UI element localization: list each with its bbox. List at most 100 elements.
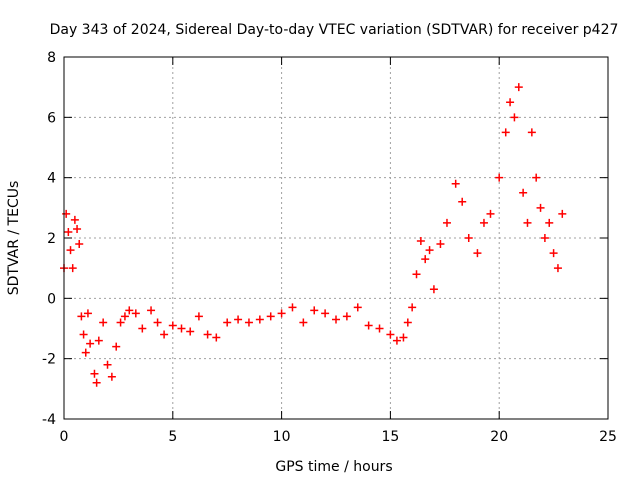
- data-point: [392, 336, 401, 345]
- data-point: [94, 336, 103, 345]
- grid-lines: [64, 57, 608, 419]
- data-point: [223, 318, 232, 327]
- data-point: [399, 333, 408, 342]
- data-point: [79, 330, 88, 339]
- data-point: [255, 315, 264, 324]
- data-point: [353, 303, 362, 312]
- x-tick-label: 5: [168, 429, 177, 445]
- data-point: [83, 309, 92, 318]
- y-tick-label: -2: [42, 352, 56, 368]
- data-point: [64, 227, 73, 236]
- data-point: [266, 312, 275, 321]
- data-point: [412, 270, 421, 279]
- data-point: [425, 246, 434, 255]
- data-point: [342, 312, 351, 321]
- y-tick-label: 6: [47, 110, 56, 126]
- data-point: [288, 303, 297, 312]
- data-point: [103, 360, 112, 369]
- data-point: [514, 83, 523, 92]
- data-point: [527, 128, 536, 137]
- data-points: [60, 83, 567, 387]
- data-point: [234, 315, 243, 324]
- data-point: [66, 246, 75, 255]
- data-point: [553, 264, 562, 273]
- data-point: [540, 234, 549, 242]
- data-point: [277, 309, 286, 318]
- data-point: [131, 309, 140, 318]
- data-point: [73, 224, 82, 233]
- data-point: [186, 327, 195, 336]
- data-point: [442, 218, 451, 227]
- data-point: [99, 318, 108, 327]
- data-point: [519, 188, 528, 197]
- data-point: [510, 113, 519, 122]
- data-point: [523, 218, 532, 227]
- data-point: [112, 342, 121, 351]
- data-point: [436, 240, 445, 249]
- data-point: [486, 209, 495, 218]
- x-tick-label: 20: [490, 429, 508, 445]
- data-point: [386, 330, 395, 339]
- data-point: [75, 240, 84, 249]
- data-point: [212, 333, 221, 342]
- data-point: [77, 312, 86, 321]
- data-point: [120, 312, 129, 321]
- y-tick-label: -4: [42, 412, 56, 428]
- data-point: [473, 249, 482, 258]
- data-point: [107, 372, 116, 381]
- chart-title: Day 343 of 2024, Sidereal Day-to-day VTE…: [50, 22, 619, 38]
- data-point: [558, 209, 567, 218]
- data-point: [536, 203, 545, 212]
- axis-ticks: 0 5 10 15 20 25 -4 -2 0 2 4 6 8: [42, 50, 617, 445]
- y-tick-label: 8: [47, 50, 56, 66]
- data-point: [194, 312, 203, 321]
- data-point: [116, 318, 125, 327]
- y-tick-label: 4: [47, 171, 56, 187]
- data-point: [429, 285, 438, 294]
- y-tick-label: 0: [47, 291, 56, 307]
- data-point: [86, 339, 95, 348]
- data-point: [479, 218, 488, 227]
- data-point: [125, 306, 134, 315]
- data-point: [90, 369, 99, 378]
- data-point: [364, 321, 373, 330]
- data-point: [403, 318, 412, 327]
- data-point: [321, 309, 330, 318]
- x-tick-label: 10: [273, 429, 291, 445]
- x-axis-label: GPS time / hours: [275, 459, 392, 475]
- data-point: [68, 264, 77, 273]
- y-tick-label: 2: [47, 231, 56, 247]
- data-point: [177, 324, 186, 333]
- data-point: [244, 318, 253, 327]
- data-point: [451, 179, 460, 188]
- y-axis-label: SDTVAR / TECUs: [6, 181, 22, 296]
- data-point: [138, 324, 147, 333]
- data-point: [168, 321, 177, 330]
- data-point: [421, 255, 430, 264]
- data-point: [545, 218, 554, 227]
- data-point: [506, 98, 515, 107]
- data-point: [464, 234, 473, 242]
- data-point: [299, 318, 308, 327]
- data-point: [501, 128, 510, 137]
- data-point: [332, 315, 340, 324]
- data-point: [416, 237, 425, 246]
- data-point: [458, 197, 467, 206]
- data-point: [375, 324, 384, 333]
- data-point: [532, 173, 541, 182]
- data-point: [70, 215, 79, 224]
- data-point: [549, 249, 558, 258]
- data-point: [81, 348, 90, 357]
- data-point: [310, 306, 319, 315]
- data-point: [408, 303, 417, 312]
- x-tick-label: 25: [599, 429, 617, 445]
- data-point: [495, 173, 504, 182]
- x-tick-label: 0: [60, 429, 69, 445]
- data-point: [92, 378, 101, 387]
- data-point: [160, 330, 169, 339]
- data-point: [62, 209, 71, 218]
- data-point: [153, 318, 162, 327]
- data-point: [147, 306, 156, 315]
- data-point: [203, 330, 212, 339]
